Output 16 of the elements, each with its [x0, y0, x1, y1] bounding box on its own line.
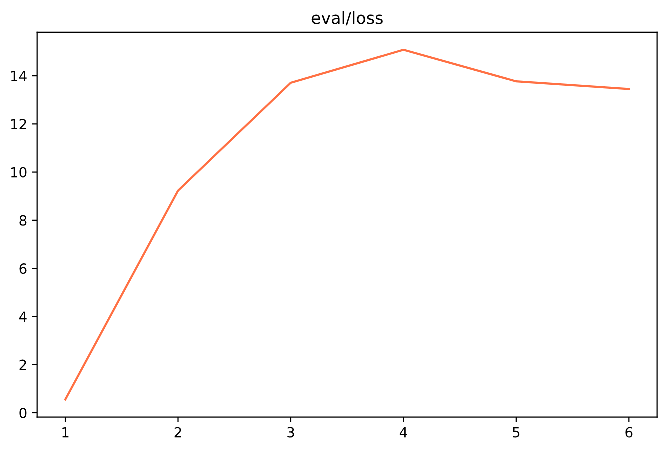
y-tick-label: 14 [11, 71, 27, 82]
y-tick-label: 12 [11, 119, 26, 130]
line-series [64, 48, 630, 401]
y-tick-label: 4 [19, 312, 27, 322]
y-tick-label: 2 [20, 360, 26, 370]
x-tick-label: 6 [626, 427, 633, 438]
x-tick-label: 3 [288, 427, 294, 438]
y-tick-label: 6 [20, 264, 27, 274]
y-tick-label: 8 [20, 215, 27, 226]
chart-title: eval/loss [312, 11, 383, 26]
x-tick-label: 4 [400, 427, 408, 438]
y-tick-label: 10 [11, 167, 27, 178]
x-tick-label: 5 [513, 427, 520, 438]
x-tick-label: 2 [174, 427, 182, 438]
y-tick-label: 0 [20, 408, 27, 418]
x-tick-label: 1 [62, 427, 69, 438]
